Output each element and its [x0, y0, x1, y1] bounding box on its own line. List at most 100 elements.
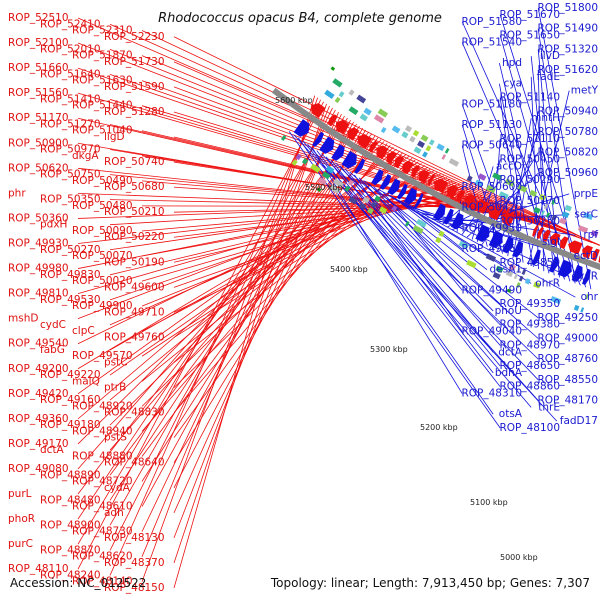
gene-label-right[interactable]: sigI	[542, 236, 560, 248]
gene-label-left[interactable]: ROP_48130	[104, 532, 165, 544]
gene-label-right[interactable]: ROP_50290	[499, 174, 560, 186]
gene-label-right[interactable]: ROP_51110	[499, 133, 560, 145]
gene-label-left[interactable]: ROP_49830	[40, 269, 101, 281]
gene-label-left[interactable]: ROP_49080	[8, 463, 69, 475]
gene-label-right[interactable]: ROP_50600	[461, 181, 522, 193]
gene-label-left[interactable]: pstS	[104, 432, 127, 444]
gene-label-left[interactable]: ROP_51560	[8, 87, 69, 99]
gene-label-left[interactable]: ROP_48140	[72, 576, 133, 588]
gene-label-right[interactable]: ROP_48310	[461, 388, 522, 400]
gene-label-left[interactable]: ROP_49710	[104, 306, 165, 318]
gene-label-left[interactable]: ROP_48900	[40, 519, 101, 531]
gene-label-left[interactable]: ROP_48830	[104, 407, 165, 419]
gene-label-left[interactable]: ROP_49540	[8, 338, 69, 350]
gene-label-left[interactable]: cydA	[104, 482, 131, 494]
gene-label-left[interactable]: ROP_48920	[72, 400, 133, 412]
gene-label-right[interactable]: metY	[571, 85, 599, 97]
gene-label-left[interactable]: pdxH	[40, 219, 67, 231]
gene-label-left[interactable]: purC	[8, 538, 33, 550]
gene-label-left[interactable]: ROP_52410	[40, 18, 101, 30]
gene-label-left[interactable]: phoR	[8, 513, 35, 525]
gene-label-right[interactable]: ROP_49350	[499, 298, 560, 310]
gene-label-left[interactable]: ROP_52100	[8, 37, 69, 49]
gene-label-right[interactable]: serC	[574, 209, 598, 221]
gene-label-right[interactable]: ROP_51800	[537, 2, 598, 14]
gene-label-right[interactable]: ROP_49490	[461, 284, 522, 296]
gene-label-left[interactable]: ROP_48730	[72, 526, 133, 538]
gene-label-right[interactable]: ROP_48650	[499, 360, 560, 372]
gene-label-right[interactable]: ROP_48760	[537, 353, 598, 365]
gene-label-right[interactable]: ROP_51490	[537, 23, 598, 35]
gene-label-left[interactable]: ROP_49180	[40, 419, 101, 431]
gene-label-right[interactable]: ohrR	[535, 277, 560, 289]
gene-label-left[interactable]: ROP_50750	[40, 169, 101, 181]
gene-label-right[interactable]: phoU	[495, 305, 522, 317]
gene-label-right[interactable]: ROP_51540	[461, 36, 522, 48]
gene-label-right[interactable]: ROP_50940	[537, 105, 598, 117]
gene-label-left[interactable]: ROP_48890	[40, 469, 101, 481]
gene-label-right[interactable]: ROP_51670	[499, 9, 560, 21]
gene-label-left[interactable]: ROP_49200	[8, 363, 69, 375]
gene-label-right[interactable]: thrE	[538, 401, 560, 413]
gene-label-left[interactable]: ROP_52310	[72, 25, 133, 37]
gene-label-right[interactable]: ROP_51140	[499, 92, 560, 104]
gene-label-right[interactable]: ROP_48860	[499, 381, 560, 393]
gene-label-right[interactable]: ROP_49040	[461, 326, 522, 338]
gene-label-left[interactable]: phr	[8, 187, 26, 199]
gene-label-right[interactable]: ROP_51650	[499, 30, 560, 42]
gene-label-left[interactable]: cydC	[40, 319, 66, 331]
gene-label-right[interactable]: ROP_49950	[461, 222, 522, 234]
gene-label-left[interactable]: ROP_51640	[40, 68, 101, 80]
gene-label-left[interactable]: ROP_50490	[72, 175, 133, 187]
gene-label-right[interactable]: desA1	[490, 264, 522, 276]
gene-label-right[interactable]: ROP_49860	[461, 243, 522, 255]
gene-label-left[interactable]: ROP_50740	[104, 156, 165, 168]
gene-label-right[interactable]: mntH	[531, 112, 560, 124]
gene-label-right[interactable]: ROP_48100	[499, 422, 560, 434]
gene-label-right[interactable]: bdhA	[495, 367, 523, 379]
gene-label-left[interactable]: ptrB	[104, 382, 126, 394]
gene-label-left[interactable]: ROP_49220	[40, 369, 101, 381]
gene-label-left[interactable]: ROP_52230	[104, 31, 165, 43]
gene-label-right[interactable]: fadD17	[560, 415, 598, 427]
gene-label-left[interactable]: pstC	[104, 357, 128, 369]
gene-label-left[interactable]: ROP_49980	[8, 263, 69, 275]
gene-label-left[interactable]: ROP_48940	[72, 425, 133, 437]
gene-label-left[interactable]: ROP_48610	[72, 501, 133, 513]
gene-label-right[interactable]: ROP_51180	[461, 98, 522, 110]
gene-label-left[interactable]: ROP_48110	[8, 563, 69, 575]
gene-label-left[interactable]: ROP_49900	[72, 300, 133, 312]
gene-label-left[interactable]: ROP_48720	[72, 476, 133, 488]
gene-label-left[interactable]: ROP_51440	[72, 100, 133, 112]
gene-label-left[interactable]: ROP_49570	[72, 350, 133, 362]
gene-label-left[interactable]: ROP_48150	[104, 582, 165, 594]
gene-label-left[interactable]: ROP_49760	[104, 331, 165, 343]
gene-label-left[interactable]: fabG	[40, 344, 65, 356]
gene-label-right[interactable]: fadE	[537, 71, 560, 83]
gene-label-right[interactable]: ROP_50420	[461, 202, 522, 214]
gene-label-right[interactable]: ohr	[581, 291, 599, 303]
gene-label-left[interactable]: ROP_48870	[40, 544, 101, 556]
gene-label-left[interactable]: ROP_50210	[104, 206, 165, 218]
gene-label-left[interactable]: ROP_51280	[104, 106, 165, 118]
gene-label-right[interactable]: hpd	[502, 57, 522, 69]
gene-label-left[interactable]: ROP_50220	[104, 231, 165, 243]
gene-label-left[interactable]: ROP_50360	[8, 212, 69, 224]
gene-label-left[interactable]: ROP_51410	[40, 93, 101, 105]
gene-label-left[interactable]: ROP_51630	[72, 75, 133, 87]
gene-label-left[interactable]: ROP_50020	[72, 275, 133, 287]
gene-label-right[interactable]: ROP_50960	[537, 167, 598, 179]
gene-label-right[interactable]: rpf	[583, 229, 598, 241]
gene-label-right[interactable]: ROP_49380	[499, 319, 560, 331]
gene-label-left[interactable]: ROP_51870	[72, 50, 133, 62]
gene-label-right[interactable]: ROP_50450	[499, 153, 560, 165]
gene-label-left[interactable]: ROP_50620	[8, 162, 69, 174]
gene-label-right[interactable]: ROP_48550	[537, 374, 598, 386]
gene-label-left[interactable]: ROP_49530	[40, 294, 101, 306]
gene-label-left[interactable]: ROP_51040	[72, 125, 133, 137]
gene-label-left[interactable]: ROP_49360	[8, 413, 69, 425]
gene-label-left[interactable]: ROP_50070	[72, 250, 133, 262]
gene-label-left[interactable]: ROP_49930	[8, 237, 69, 249]
gene-label-right[interactable]: gyaR	[571, 271, 598, 283]
gene-label-right[interactable]: ROP_48170	[537, 394, 598, 406]
